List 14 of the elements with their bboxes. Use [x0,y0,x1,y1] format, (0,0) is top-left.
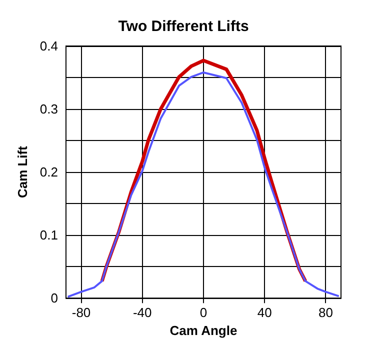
line-series [66,71,340,298]
y-tick-label: 0.3 [40,102,58,117]
y-tick-label: 0.2 [40,164,58,180]
y-tick-label: 0.1 [40,228,58,243]
x-axis-title: Cam Angle [170,323,238,338]
y-tick-label: 0.4 [40,38,58,54]
y-tick-label: 0 [50,290,58,306]
x-tick-label: 80 [318,305,333,320]
x-tick-label: 40 [257,305,272,320]
chart-title: Two Different Lifts [118,18,249,35]
x-tick-label: -40 [132,305,152,320]
x-tick-label: -80 [72,305,91,320]
x-tick-label: 0 [200,305,208,320]
y-axis-title: Cam Lift [15,145,30,198]
